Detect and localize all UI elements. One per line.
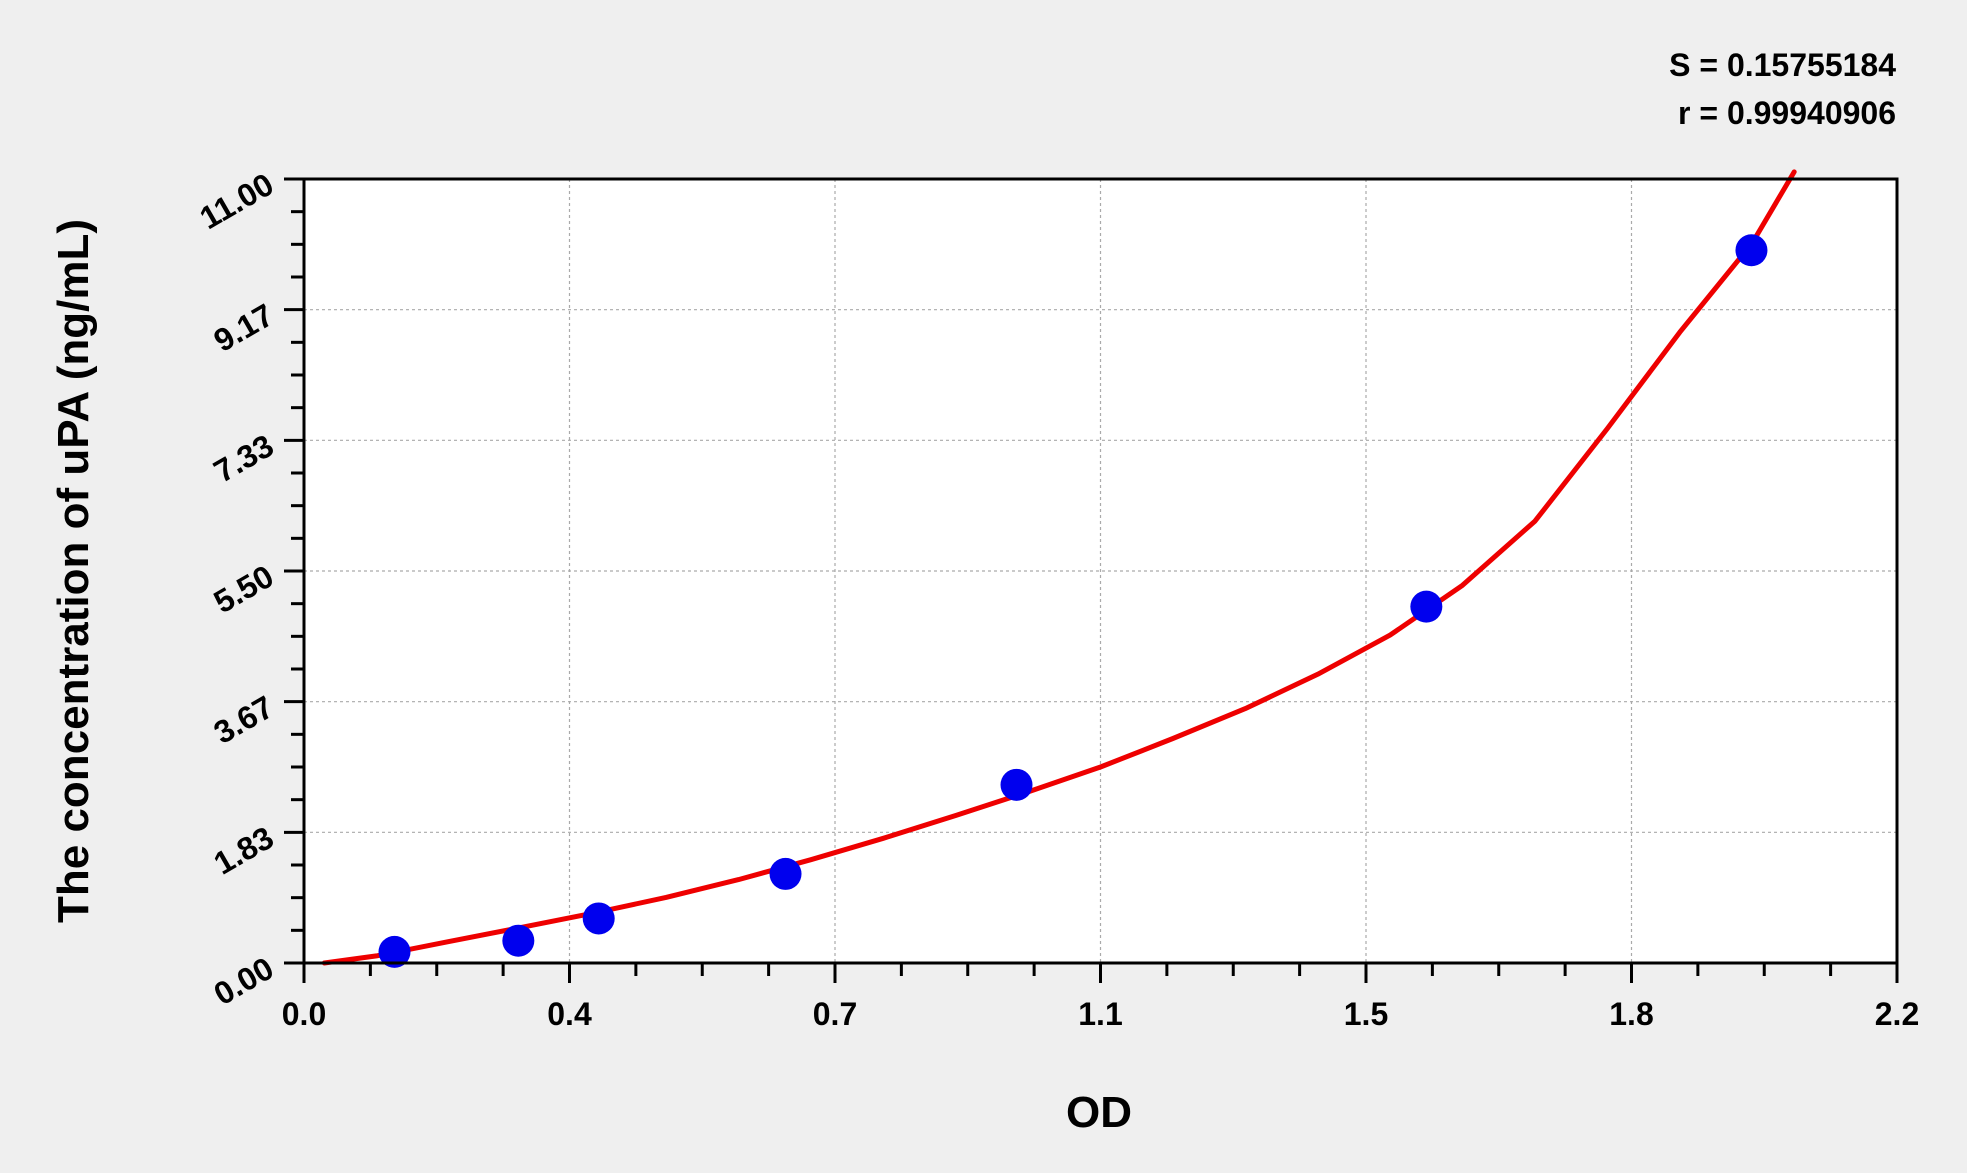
x-tick-label: 0.0 [282, 996, 326, 1032]
fit-curve-layer [321, 169, 1797, 966]
annotation-s-value: S = 0.15755184 [1669, 47, 1896, 83]
y-tick-label: 9.17 [208, 297, 280, 359]
axis-ticks [284, 177, 1899, 983]
y-tick-label: 0.00 [208, 950, 280, 1012]
data-point [378, 935, 411, 968]
x-tick-label: 0.4 [547, 996, 592, 1032]
plot-frame [302, 177, 1899, 965]
data-point [1735, 234, 1768, 267]
data-point [502, 924, 535, 957]
fit-curve-line [321, 169, 1797, 966]
grid [304, 179, 1897, 963]
annotation-r-value: r = 0.99940906 [1678, 95, 1896, 131]
y-tick-label: 11.00 [194, 166, 280, 236]
y-tick-label: 5.50 [208, 558, 280, 620]
y-tick-labels: 0.00 1.83 3.67 5.50 7.33 9.17 11.00 [194, 166, 280, 1012]
x-tick-label: 1.8 [1609, 996, 1653, 1032]
data-point [769, 857, 802, 890]
data-point [1410, 590, 1443, 623]
data-points [378, 234, 1768, 968]
data-point [1000, 768, 1033, 801]
x-tick-labels: 0.0 0.4 0.7 1.1 1.5 1.8 2.2 [282, 996, 1919, 1032]
x-tick-label: 1.1 [1078, 996, 1122, 1032]
y-tick-label: 1.83 [208, 819, 280, 881]
y-tick-label: 7.33 [208, 427, 280, 489]
y-tick-label: 3.67 [208, 689, 280, 751]
data-point [582, 902, 615, 935]
x-axis-label: OD [1066, 1088, 1132, 1137]
y-axis-label: The concentration of uPA (ng/mL) [49, 219, 98, 923]
x-tick-label: 2.2 [1875, 996, 1919, 1032]
x-tick-label: 0.7 [813, 996, 857, 1032]
x-tick-label: 1.5 [1344, 996, 1388, 1032]
